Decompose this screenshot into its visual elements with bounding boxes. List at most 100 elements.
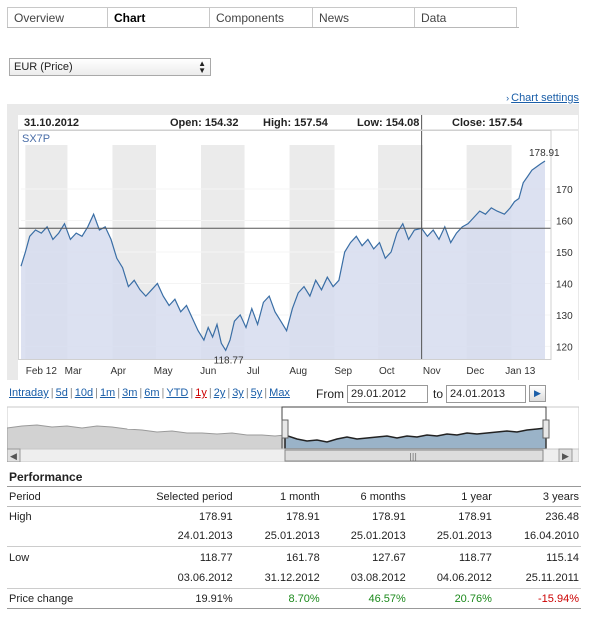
low-value: 127.67: [372, 551, 406, 564]
x-tick-label: Mar: [65, 366, 83, 377]
tab-data[interactable]: Data: [414, 7, 517, 28]
min-annotation: 118.77: [214, 355, 244, 366]
range-separator: |: [227, 387, 231, 399]
range-link-1y[interactable]: 1y: [195, 387, 207, 399]
range-link-5d[interactable]: 5d: [55, 387, 68, 399]
tab-bar: Overview Chart Components News Data: [7, 7, 519, 28]
navigator-chart[interactable]: ◀ ||| ▶: [7, 406, 579, 462]
y-tick-label: 140: [556, 279, 573, 290]
close-value: 157.54: [488, 117, 523, 129]
symbol-label: SX7P: [22, 133, 50, 145]
col-1-year: 1 year: [407, 486, 494, 507]
currency-select-value: EUR (Price): [14, 61, 73, 73]
navigator-area-selected: [284, 427, 547, 450]
col-6-months: 6 months: [321, 486, 408, 507]
y-tick-label: 120: [556, 342, 573, 353]
x-tick-label: Feb 12: [26, 366, 58, 377]
table-row: High 178.91 178.91 178.91 178.91 236.48: [7, 507, 581, 527]
chart-settings-link[interactable]: Chart settings: [511, 92, 579, 104]
table-row: 03.06.2012 31.12.2012 03.08.2012 04.06.2…: [7, 569, 581, 589]
navigator[interactable]: ◀ ||| ▶: [7, 406, 579, 462]
chevron-right-icon: ›: [506, 93, 510, 103]
range-separator: |: [190, 387, 194, 399]
range-links: Intraday | 5d | 10d | 1m | 3m | 6m | YTD | 1y | 2y | 3y | 5y…: [9, 387, 290, 399]
range-link-10d[interactable]: 10d: [74, 387, 94, 399]
tab-news[interactable]: News: [312, 7, 415, 28]
range-separator: |: [50, 387, 54, 399]
price-chart[interactable]: SX7P 120 130 140 150 160 170 Feb 12 Mar Apr May Jun…: [18, 115, 578, 380]
y-tick-label: 170: [556, 185, 573, 196]
y-tick-label: 130: [556, 311, 573, 322]
x-tick-label: Dec: [466, 366, 484, 377]
high-date: 24.01.2013: [119, 526, 235, 547]
navigator-right-handle[interactable]: [542, 419, 550, 439]
x-tick-label: Nov: [423, 366, 441, 377]
navigator-area-unselected: [7, 424, 286, 450]
range-link-3m[interactable]: 3m: [122, 387, 138, 399]
high-value: 236.48: [545, 510, 579, 523]
row-label-high: High: [9, 510, 32, 523]
play-icon: ▶: [534, 388, 541, 398]
to-label: to: [433, 387, 444, 401]
high-label: High:: [263, 117, 292, 129]
scroll-right-button[interactable]: [558, 448, 573, 462]
scrollbar-thumb[interactable]: [284, 449, 544, 462]
range-link-6m[interactable]: 6m: [144, 387, 160, 399]
low-label: Low:: [357, 117, 383, 129]
high-date: 25.01.2013: [234, 526, 322, 547]
chart-frame: SX7P 120 130 140 150 160 170 Feb 12 Mar Apr May Jun…: [7, 104, 579, 380]
range-link-5y[interactable]: 5y: [250, 387, 263, 399]
to-date-input[interactable]: 24.01.2013: [446, 385, 526, 403]
tab-chart[interactable]: Chart: [107, 7, 210, 28]
high-value: 178.91: [372, 510, 406, 523]
price-line: [20, 160, 546, 352]
price-change-value: 8.70%: [234, 588, 322, 609]
range-link-3y[interactable]: 3y: [232, 387, 244, 399]
from-date-input[interactable]: 29.01.2012: [347, 385, 428, 403]
tab-overview[interactable]: Overview: [7, 7, 108, 28]
range-separator: |: [245, 387, 249, 399]
plot-border: [18, 130, 552, 360]
apply-range-button[interactable]: ▶: [529, 385, 546, 402]
low-date: 04.06.2012: [436, 572, 492, 585]
range-link-1m[interactable]: 1m: [99, 387, 116, 399]
scroll-right-icon: ▶: [562, 452, 569, 462]
navigator-left-handle[interactable]: [281, 419, 289, 439]
crosshair-date: 31.10.2012: [24, 117, 80, 129]
range-link-intraday[interactable]: Intraday: [9, 387, 49, 399]
performance-title: Performance: [9, 470, 83, 484]
high-value: 178.91: [286, 510, 320, 523]
close-info: Close: 157.54: [452, 117, 522, 129]
x-tick-label: Sep: [334, 366, 352, 377]
col-selected-period: Selected period: [119, 486, 235, 507]
performance-table: Period Selected period 1 month 6 months …: [7, 486, 581, 609]
range-separator: |: [139, 387, 143, 399]
high-info: High: 157.54: [263, 117, 328, 129]
currency-select[interactable]: EUR (Price) ▲ ▼: [9, 58, 211, 76]
low-date: 03.08.2012: [350, 572, 406, 585]
range-link-ytd[interactable]: YTD: [166, 387, 189, 399]
range-link-max[interactable]: Max: [269, 387, 290, 399]
price-area: [21, 161, 545, 359]
open-label: Open:: [170, 117, 202, 129]
tab-components[interactable]: Components: [209, 7, 313, 28]
low-value: 161.78: [286, 551, 320, 564]
high-date: 25.01.2013: [407, 526, 494, 547]
range-link-2y[interactable]: 2y: [213, 387, 226, 399]
x-tick-label: Jun: [200, 366, 216, 377]
low-value: 118.77: [199, 551, 233, 564]
low-date: 25.11.2011: [525, 572, 579, 585]
range-separator: |: [161, 387, 165, 399]
x-tick-label: Apr: [110, 366, 126, 377]
from-label: From: [316, 387, 344, 401]
table-row: Low 118.77 161.78 127.67 118.77 115.14: [7, 547, 581, 569]
low-value: 118.77: [459, 551, 492, 564]
scroll-left-button[interactable]: [7, 448, 21, 462]
scroll-left-icon: ◀: [10, 452, 17, 462]
low-date: 03.06.2012: [177, 572, 233, 585]
x-tick-label: Oct: [379, 366, 395, 377]
y-tick-label: 160: [556, 217, 573, 228]
range-separator: |: [117, 387, 121, 399]
high-value: 178.91: [199, 510, 233, 523]
low-date: 31.12.2012: [264, 572, 320, 585]
